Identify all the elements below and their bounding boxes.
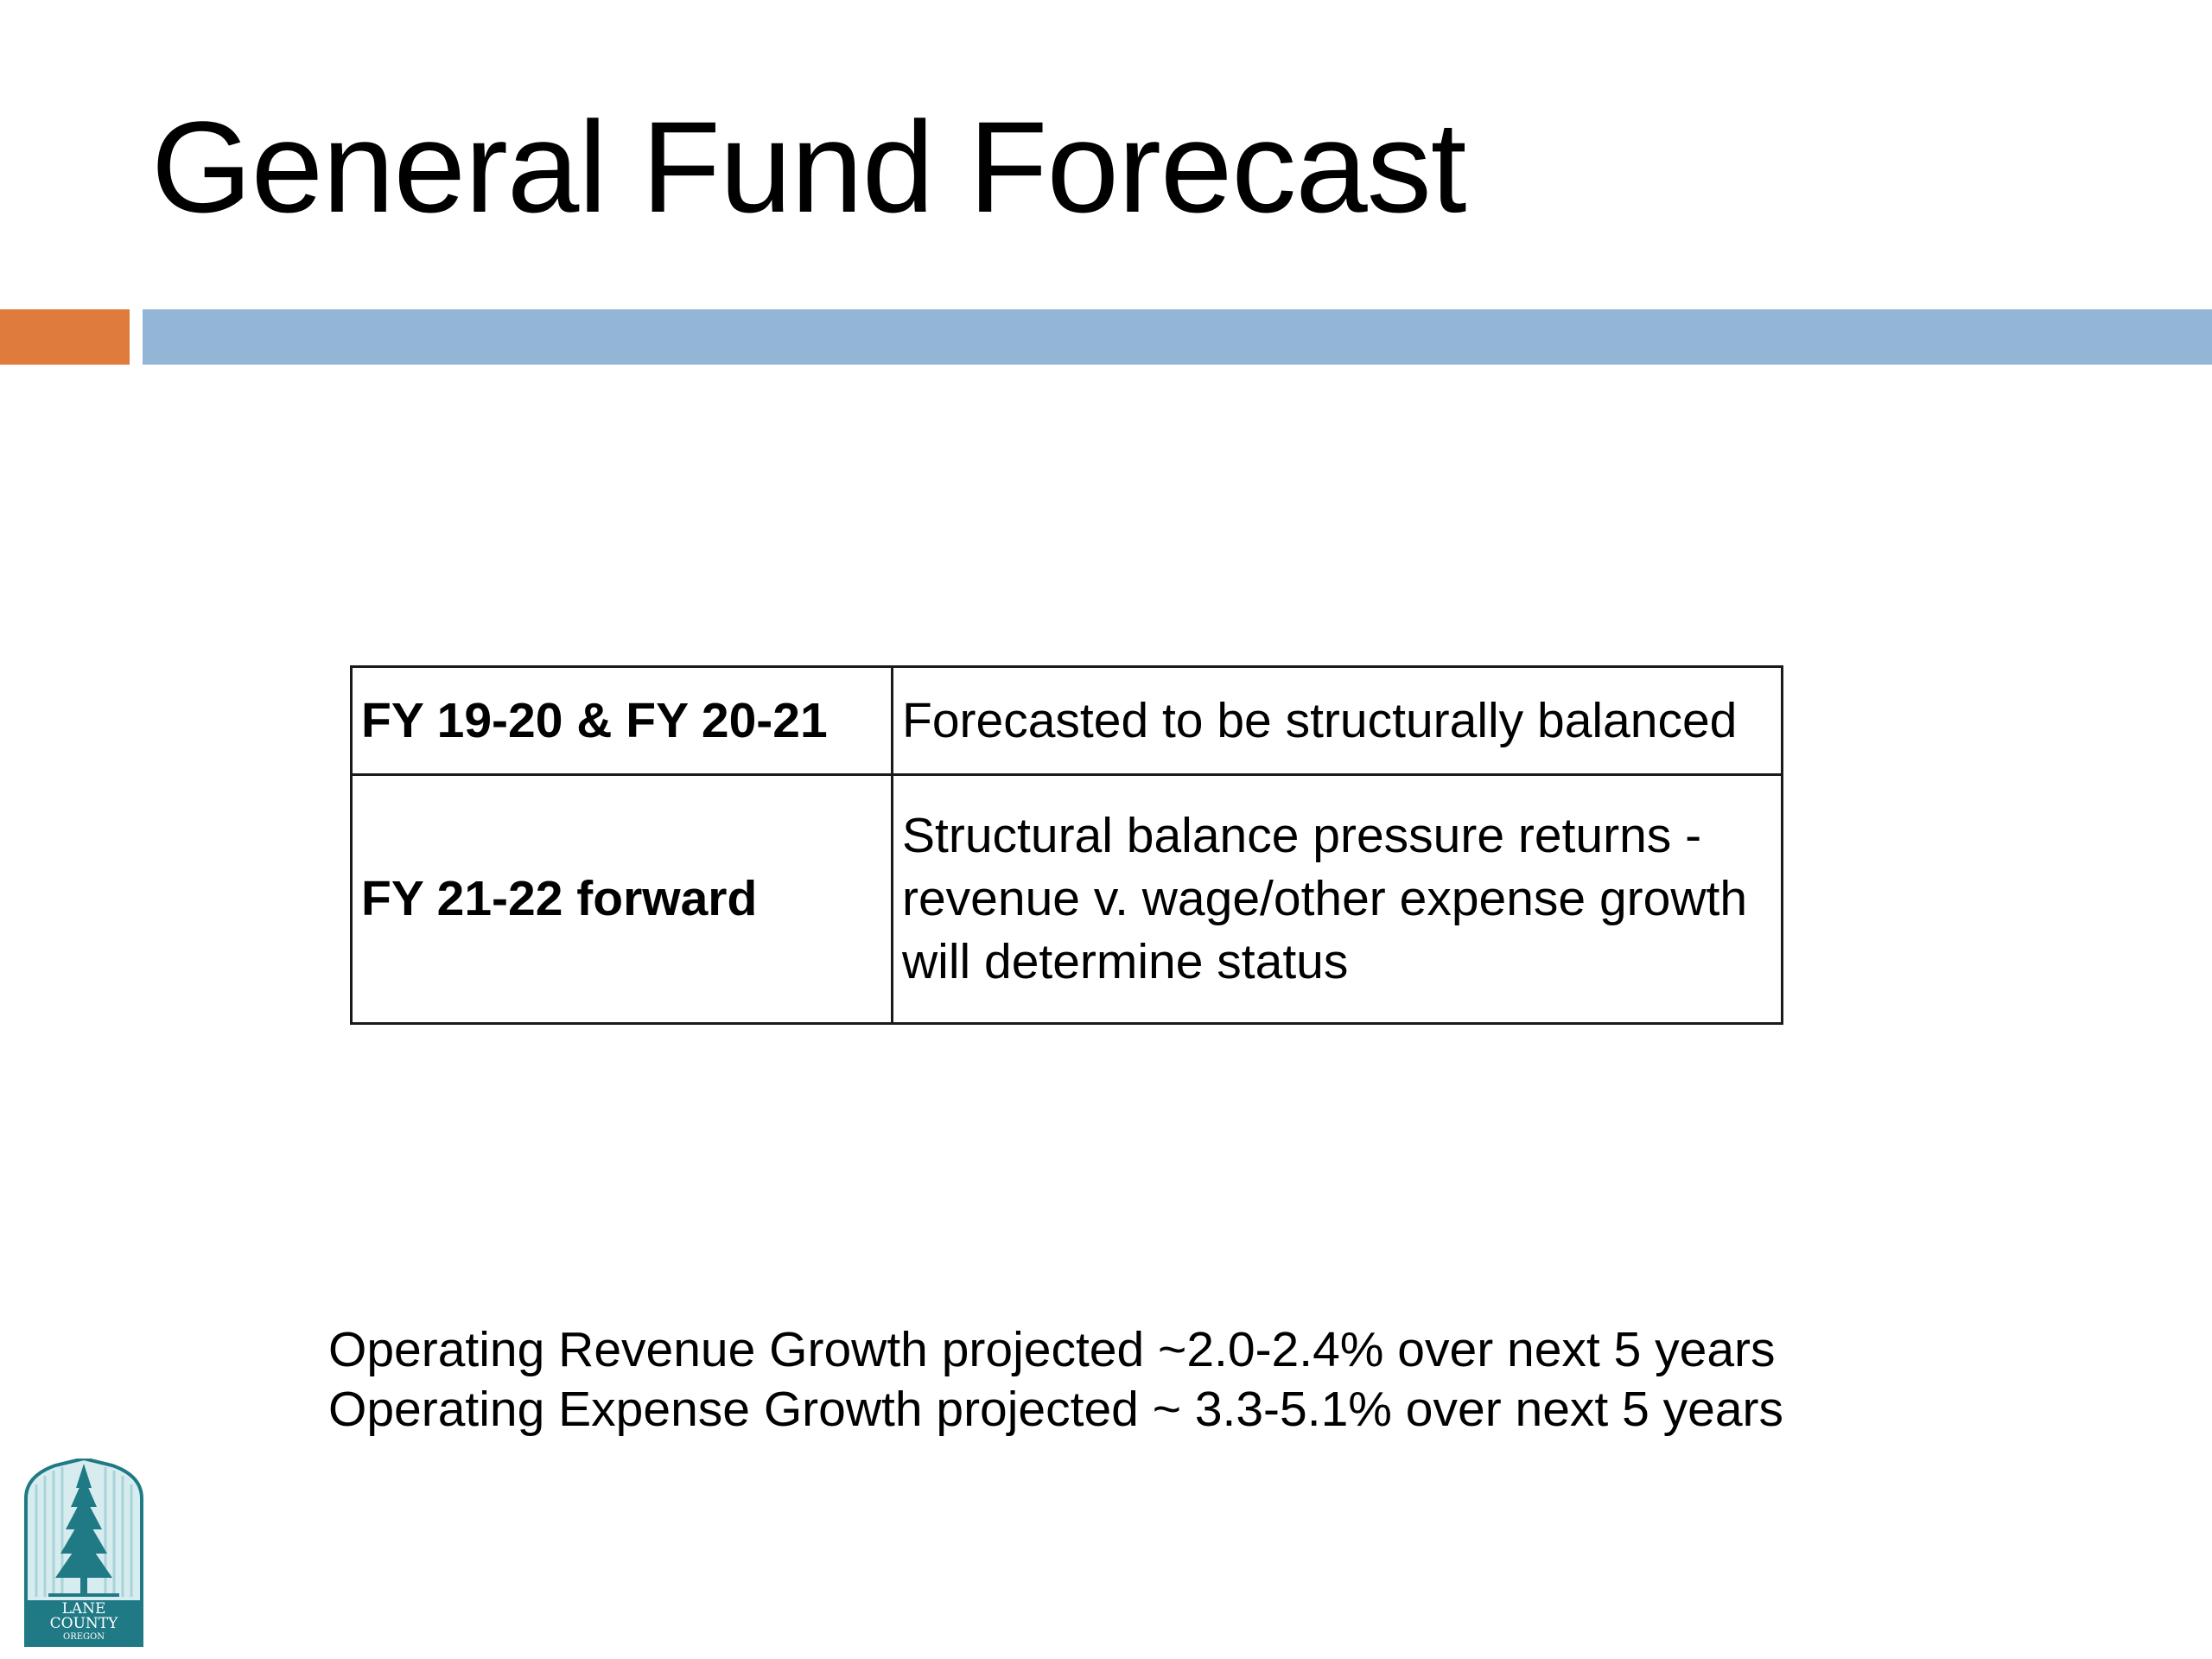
description-line: revenue v. wage/other expense growth <box>902 871 1748 926</box>
description-line: Structural balance pressure returns - <box>902 808 1702 863</box>
logo-text-county: COUNTY <box>49 1615 118 1632</box>
description-line: Forecasted to be structurally balanced <box>902 692 1738 748</box>
table-row: FY 21-22 forward Structural balance pres… <box>350 773 1783 1025</box>
revenue-growth-note: Operating Revenue Growth projected ~2.0-… <box>328 1322 1776 1377</box>
period-cell: FY 21-22 forward <box>350 773 893 1025</box>
logo-text-oregon: OREGON <box>63 1632 105 1642</box>
period-cell: FY 19-20 & FY 20-21 <box>350 665 893 776</box>
forecast-table: FY 19-20 & FY 20-21 Forecasted to be str… <box>350 665 1783 1025</box>
description-cell: Structural balance pressure returns - re… <box>891 773 1783 1025</box>
description-line: will determine status <box>902 934 1349 989</box>
growth-notes: Operating Revenue Growth projected ~2.0-… <box>328 1320 1783 1440</box>
accent-bar-orange <box>0 309 130 365</box>
logo-text-lane: LANE <box>61 1600 106 1618</box>
slide-title: General Fund Forecast <box>151 94 1466 239</box>
accent-bar-blue <box>143 309 2212 365</box>
description-cell: Forecasted to be structurally balanced <box>891 665 1783 776</box>
table-row: FY 19-20 & FY 20-21 Forecasted to be str… <box>350 665 1783 776</box>
lane-county-logo-icon: LANE COUNTY OREGON <box>22 1456 145 1647</box>
expense-growth-note: Operating Expense Growth projected ~ 3.3… <box>328 1382 1784 1437</box>
